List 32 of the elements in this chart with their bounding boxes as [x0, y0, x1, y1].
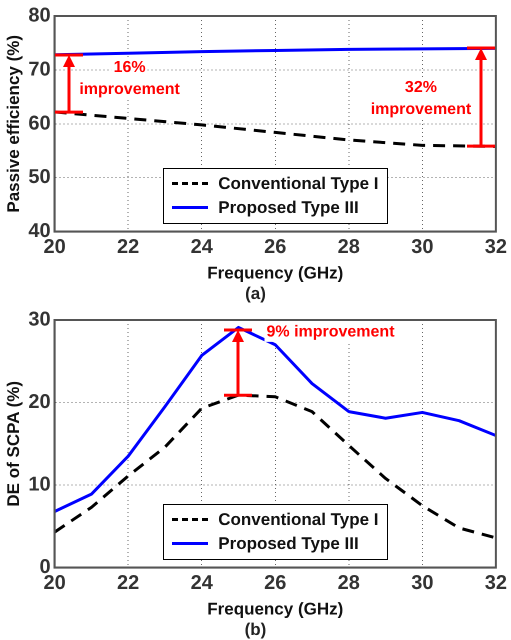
legend-label: Proposed Type III	[218, 198, 359, 218]
y-tick-label: 70	[28, 58, 51, 80]
text: (b)	[244, 620, 268, 640]
x-tick-label: 24	[190, 236, 214, 258]
y-axis-title: Passive efficiency (%)	[4, 34, 23, 213]
y-tick-label: 20	[28, 391, 51, 414]
x-tick-label: 28	[338, 572, 360, 594]
x-tick-label: 32	[484, 572, 507, 594]
y-tick-label: 80	[28, 4, 51, 27]
x-axis-title: Frequency (GHz)	[207, 599, 344, 618]
x-tick-label: 28	[338, 236, 360, 258]
y-tick-label: 30	[28, 308, 51, 331]
x-tick-label: 26	[264, 572, 286, 594]
y-axis-title: DE of SCPA (%)	[4, 380, 23, 507]
legend-label: Proposed Type III	[218, 534, 359, 554]
x-tick-label: 26	[264, 236, 286, 258]
x-tick-label: 30	[411, 236, 434, 258]
legend-label: Conventional Type I	[218, 510, 379, 530]
y-tick-label: 10	[28, 474, 51, 496]
x-tick-label: 30	[411, 572, 434, 594]
annotation: 16% improvement	[79, 58, 180, 98]
legend-label: Conventional Type I	[218, 174, 379, 194]
x-tick-label: 32	[484, 236, 507, 258]
x-tick-label: 22	[117, 236, 140, 258]
x-tick-label: 24	[190, 572, 214, 594]
annotation: 32% improvement	[370, 78, 472, 118]
x-tick-label: 22	[117, 572, 140, 594]
x-axis-title: Frequency (GHz)	[207, 263, 344, 282]
y-tick-label: 60	[28, 112, 51, 134]
text: (a)	[244, 284, 267, 304]
y-tick-label: 50	[28, 166, 51, 188]
annotation: 9% improvement	[266, 323, 396, 340]
